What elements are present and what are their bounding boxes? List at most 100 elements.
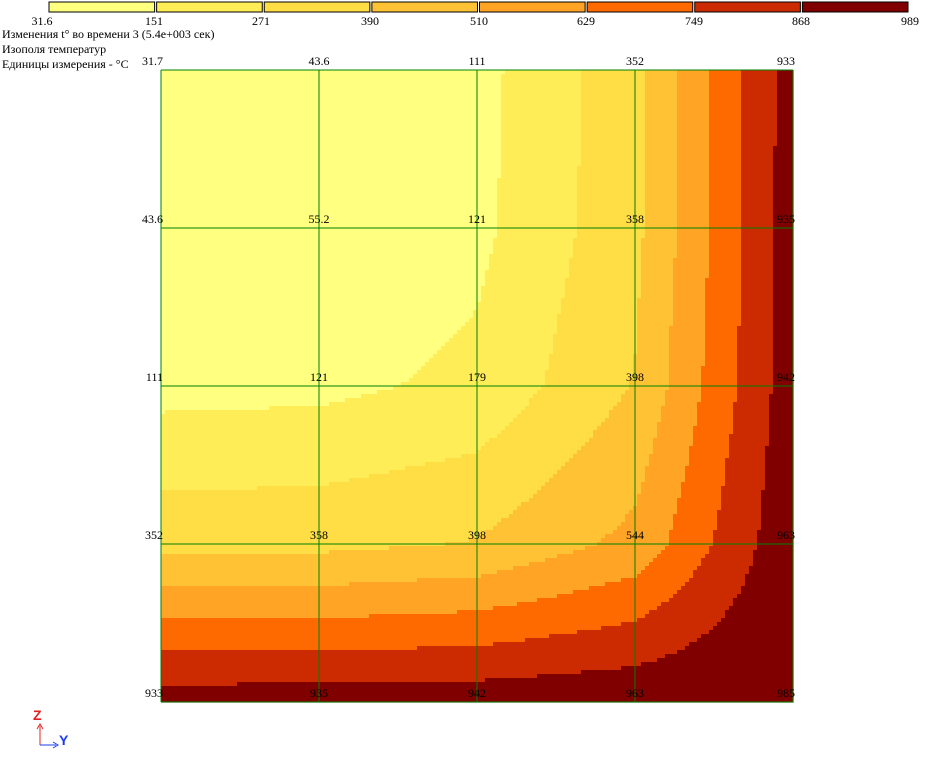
isofield-cell	[777, 142, 794, 147]
isofield-cell	[497, 570, 642, 575]
isofield-cell	[769, 402, 794, 407]
isofield-cell	[497, 190, 578, 195]
isofield-cell	[621, 666, 794, 671]
isofield-cell	[497, 210, 578, 215]
isofield-cell	[733, 430, 770, 435]
isofield-cell	[741, 74, 778, 79]
isofield-cell	[501, 86, 582, 91]
isofield-cell	[493, 246, 574, 251]
isofield-cell	[765, 482, 794, 487]
isofield-cell	[417, 578, 622, 583]
isofield-cell	[725, 466, 766, 471]
isofield-cell	[773, 238, 794, 243]
isofield-cell	[709, 78, 742, 83]
isofield-cell	[657, 658, 794, 663]
isofield-cell	[777, 118, 794, 123]
isofield-cell	[777, 90, 794, 95]
isofield-cell	[161, 682, 238, 687]
legend-swatch	[801, 1, 909, 13]
isofield-cell	[709, 178, 742, 183]
isofield-cell	[161, 290, 482, 295]
isofield-cell	[161, 622, 622, 627]
isofield-cell	[481, 446, 582, 451]
isofield-cell	[497, 198, 578, 203]
isofield-cell	[701, 374, 738, 379]
isofield-cell	[677, 242, 710, 247]
isofield-cell	[569, 458, 650, 463]
isofield-cell	[709, 90, 742, 95]
isofield-cell	[761, 526, 794, 531]
isofield-cell	[701, 634, 794, 639]
isofield-cell	[661, 410, 698, 415]
isofield-cell	[581, 86, 646, 91]
isofield-cell	[161, 98, 502, 103]
isofield-cell	[637, 574, 694, 579]
isofield-cell	[721, 502, 762, 507]
isofield-cell	[421, 366, 550, 371]
isofield-cell	[493, 526, 618, 531]
isofield-cell	[581, 130, 646, 135]
isofield-cell	[773, 270, 794, 275]
isofield-cell	[645, 86, 678, 91]
isofield-cell	[161, 586, 590, 591]
isofield-cell	[637, 618, 722, 623]
isofield-cell	[709, 234, 742, 239]
isofield-cell	[773, 362, 794, 367]
isofield-cell	[637, 322, 674, 327]
isofield-cell	[773, 186, 794, 191]
isofield-cell	[637, 310, 674, 315]
isofield-cell	[161, 510, 514, 515]
isofield-cell	[581, 98, 646, 103]
isofield-cell	[329, 482, 546, 487]
isofield-cell	[161, 170, 502, 175]
isofield-cell	[581, 670, 794, 675]
isofield-cell	[645, 98, 678, 103]
isofield-cell	[549, 366, 634, 371]
isofield-cell	[577, 202, 646, 207]
isofield-cell	[493, 250, 574, 255]
isofield-cell	[777, 94, 794, 99]
isofield-cell	[677, 590, 742, 595]
legend-swatch	[156, 1, 263, 13]
isofield-cell	[725, 458, 766, 463]
isofield-cell	[773, 330, 794, 335]
isofield-cell	[161, 318, 470, 323]
isofield-cell	[657, 422, 698, 427]
isofield-cell	[653, 558, 702, 563]
isofield-cell	[677, 82, 710, 87]
isofield-cell	[473, 310, 562, 315]
isofield-cell	[161, 626, 602, 631]
isofield-cell	[737, 386, 774, 391]
isofield-cell	[705, 554, 754, 559]
isofield-cell	[741, 210, 774, 215]
isofield-cell	[637, 502, 678, 507]
isofield-cell	[669, 374, 702, 379]
isofield-cell	[573, 242, 642, 247]
isofield-cell	[645, 78, 678, 83]
isofield-cell	[545, 482, 642, 487]
isofield-cell	[497, 182, 578, 187]
isofield-cell	[709, 74, 742, 79]
isofield-cell	[761, 494, 794, 499]
isofield-cell	[741, 282, 774, 287]
isofield-cell	[673, 518, 718, 523]
isofield-cell	[769, 434, 794, 439]
isofield-cell	[161, 90, 502, 95]
isofield-cell	[709, 262, 742, 267]
isofield-cell	[637, 306, 674, 311]
isofield-cell	[681, 482, 726, 487]
isofield-cell	[709, 138, 742, 143]
isofield-cell	[645, 94, 678, 99]
isofield-cell	[641, 290, 674, 295]
isofield-cell	[581, 114, 646, 119]
isofield-cell	[741, 302, 774, 307]
isofield-cell	[161, 446, 482, 451]
isofield-cell	[737, 390, 774, 395]
isofield-cell	[773, 214, 794, 219]
isofield-cell	[605, 534, 670, 539]
isofield-cell	[705, 354, 738, 359]
isofield-cell	[653, 438, 694, 443]
isofield-cell	[237, 682, 794, 687]
isofield-cell	[485, 530, 614, 535]
isofield-cell	[773, 366, 794, 371]
